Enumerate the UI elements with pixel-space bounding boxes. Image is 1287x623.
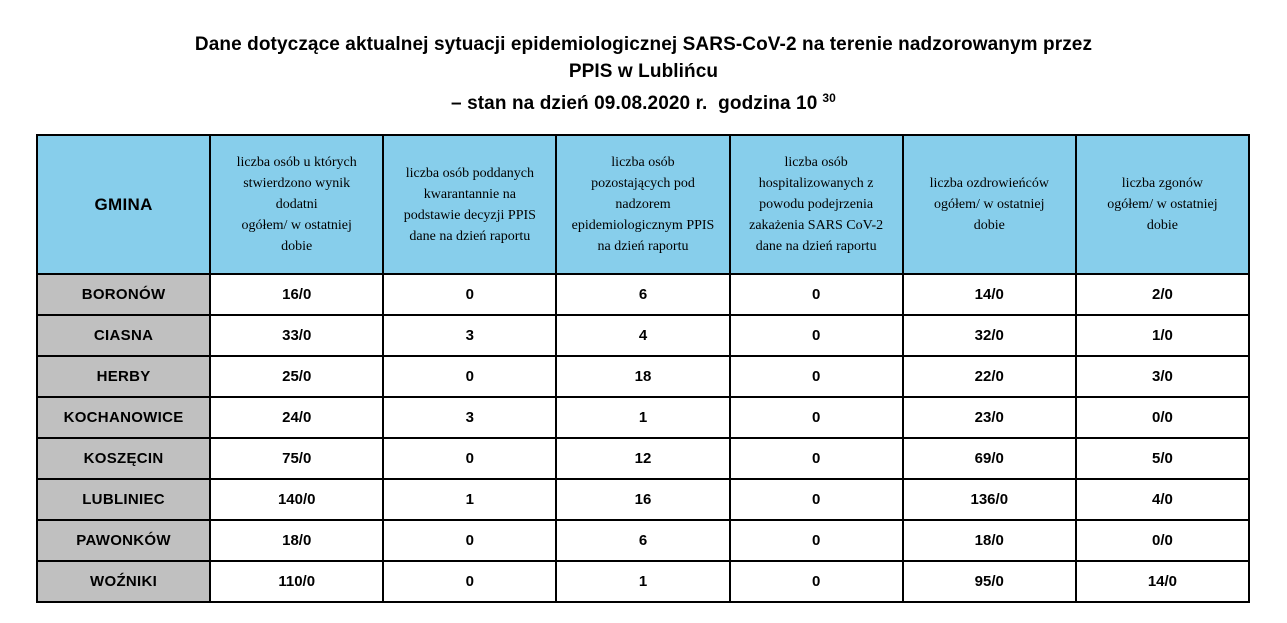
title-line-2: PPIS w Lublińcu <box>568 61 719 82</box>
value-cell: 22/0 <box>901 355 1077 398</box>
value-cell: 3 <box>382 396 558 439</box>
title-line-3: – stan na dzień 09.08.2020 r. godzina 10… <box>0 85 1287 117</box>
value-cell: 3 <box>382 314 558 357</box>
table-body: BORONÓW 16/0 0 6 0 14/0 2/0 CIASNA 33/0 … <box>35 273 1251 603</box>
value-cell: 18 <box>555 355 731 398</box>
gmina-cell: LUBLINIEC <box>35 478 212 521</box>
value-cell: 0 <box>728 437 904 480</box>
value-cell: 14/0 <box>901 273 1077 316</box>
value-cell: 0 <box>728 314 904 357</box>
gmina-cell: BORONÓW <box>35 273 212 316</box>
header-quarantine: liczba osób poddanych kwarantannie na po… <box>382 134 558 275</box>
value-cell: 1 <box>555 560 731 603</box>
value-cell: 1 <box>555 396 731 439</box>
title-line-3-text: – stan na dzień 09.08.2020 r. godzina 10 <box>451 93 818 114</box>
value-cell: 0 <box>382 560 558 603</box>
value-cell: 4 <box>555 314 731 357</box>
value-cell: 75/0 <box>209 437 385 480</box>
value-cell: 0 <box>382 519 558 562</box>
header-epidemiological-supervision: liczba osób pozostających pod nadzorem e… <box>555 134 731 275</box>
value-cell: 16/0 <box>209 273 385 316</box>
value-cell: 0 <box>728 560 904 603</box>
value-cell: 32/0 <box>901 314 1077 357</box>
value-cell: 6 <box>555 273 731 316</box>
gmina-cell: CIASNA <box>35 314 212 357</box>
epidemic-data-table: GMINA liczba osób u których stwierdzono … <box>35 134 1251 603</box>
title-line-1: Dane dotyczące aktualnej sytuacji epidem… <box>194 34 1093 55</box>
value-cell: 18/0 <box>209 519 385 562</box>
value-cell: 3/0 <box>1074 355 1251 398</box>
header-row: GMINA liczba osób u których stwierdzono … <box>35 134 1251 275</box>
value-cell: 0/0 <box>1074 519 1251 562</box>
value-cell: 18/0 <box>901 519 1077 562</box>
value-cell: 14/0 <box>1074 560 1251 603</box>
table-row: HERBY 25/0 0 18 0 22/0 3/0 <box>35 355 1251 398</box>
table-row: BORONÓW 16/0 0 6 0 14/0 2/0 <box>35 273 1251 316</box>
value-cell: 0 <box>728 519 904 562</box>
value-cell: 12 <box>555 437 731 480</box>
value-cell: 23/0 <box>901 396 1077 439</box>
value-cell: 5/0 <box>1074 437 1251 480</box>
table-row: KOSZĘCIN 75/0 0 12 0 69/0 5/0 <box>35 437 1251 480</box>
header-hospitalized: liczba osób hospitalizowanych z powodu p… <box>728 134 904 275</box>
header-gmina: GMINA <box>35 134 212 275</box>
table-row: KOCHANOWICE 24/0 3 1 0 23/0 0/0 <box>35 396 1251 439</box>
value-cell: 140/0 <box>209 478 385 521</box>
value-cell: 110/0 <box>209 560 385 603</box>
value-cell: 69/0 <box>901 437 1077 480</box>
value-cell: 0 <box>728 355 904 398</box>
value-cell: 0 <box>382 437 558 480</box>
value-cell: 0 <box>382 355 558 398</box>
header-deaths: liczba zgonów ogółem/ w ostatniej dobie <box>1074 134 1251 275</box>
title-hour-superscript: 30 <box>822 91 836 105</box>
value-cell: 0/0 <box>1074 396 1251 439</box>
value-cell: 95/0 <box>901 560 1077 603</box>
table-row: PAWONKÓW 18/0 0 6 0 18/0 0/0 <box>35 519 1251 562</box>
value-cell: 24/0 <box>209 396 385 439</box>
table-header: GMINA liczba osób u których stwierdzono … <box>35 134 1251 275</box>
table-row: LUBLINIEC 140/0 1 16 0 136/0 4/0 <box>35 478 1251 521</box>
value-cell: 25/0 <box>209 355 385 398</box>
gmina-cell: WOŹNIKI <box>35 560 212 603</box>
value-cell: 0 <box>728 273 904 316</box>
gmina-cell: KOSZĘCIN <box>35 437 212 480</box>
value-cell: 1 <box>382 478 558 521</box>
value-cell: 0 <box>382 273 558 316</box>
header-positive-cases: liczba osób u których stwierdzono wynik … <box>209 134 385 275</box>
gmina-cell: KOCHANOWICE <box>35 396 212 439</box>
value-cell: 2/0 <box>1074 273 1251 316</box>
value-cell: 4/0 <box>1074 478 1251 521</box>
table-row: WOŹNIKI 110/0 0 1 0 95/0 14/0 <box>35 560 1251 603</box>
value-cell: 33/0 <box>209 314 385 357</box>
value-cell: 0 <box>728 396 904 439</box>
value-cell: 6 <box>555 519 731 562</box>
header-recovered: liczba ozdrowieńców ogółem/ w ostatniej … <box>901 134 1077 275</box>
gmina-cell: PAWONKÓW <box>35 519 212 562</box>
value-cell: 136/0 <box>901 478 1077 521</box>
value-cell: 0 <box>728 478 904 521</box>
value-cell: 1/0 <box>1074 314 1251 357</box>
table-row: CIASNA 33/0 3 4 0 32/0 1/0 <box>35 314 1251 357</box>
gmina-cell: HERBY <box>35 355 212 398</box>
page-title: Dane dotyczące aktualnej sytuacji epidem… <box>0 31 1287 117</box>
value-cell: 16 <box>555 478 731 521</box>
